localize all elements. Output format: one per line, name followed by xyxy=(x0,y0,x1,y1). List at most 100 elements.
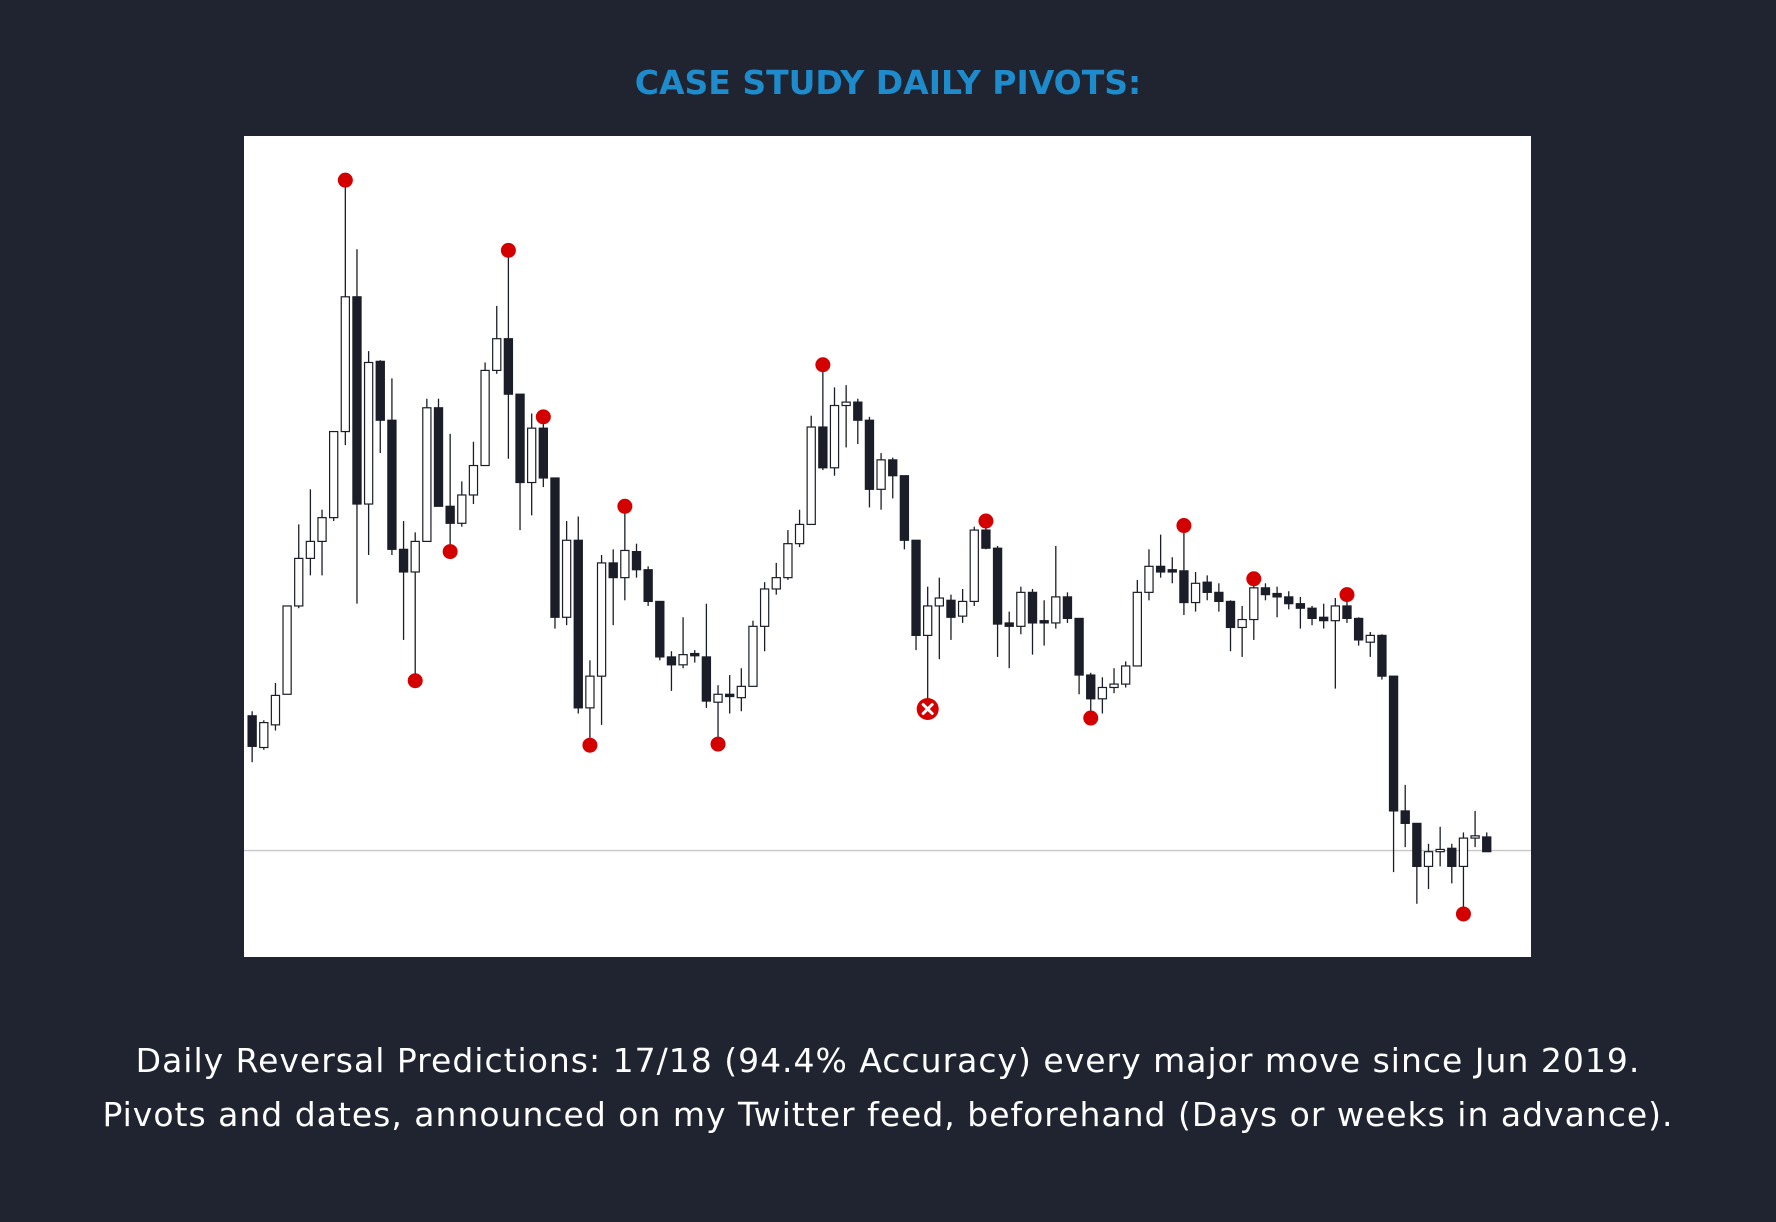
pivot-dot xyxy=(535,409,551,425)
candle-body xyxy=(678,654,688,666)
candle-body xyxy=(1027,591,1038,624)
pivot-dot xyxy=(710,736,726,752)
candle-body xyxy=(1295,603,1306,609)
candle-body xyxy=(934,597,945,607)
candle-body xyxy=(1190,582,1201,604)
candle-body xyxy=(690,652,700,657)
candle-body xyxy=(666,656,677,666)
candle-body xyxy=(701,656,712,702)
candle-body xyxy=(422,407,432,543)
pivot-dot xyxy=(978,513,994,529)
pivot-dot xyxy=(337,172,353,188)
candle-body xyxy=(1039,620,1049,624)
candle-body xyxy=(923,605,933,636)
candle-body xyxy=(1272,592,1282,598)
pivot-dot xyxy=(582,737,598,753)
candle-body xyxy=(1284,596,1294,605)
candle-body xyxy=(1062,596,1073,620)
pivot-dot xyxy=(617,498,633,514)
candle-body xyxy=(294,557,304,607)
pivot-dot xyxy=(1246,571,1262,587)
candle-body xyxy=(829,404,840,469)
candle-body xyxy=(1004,622,1014,627)
candle-body xyxy=(410,540,420,573)
candle-body xyxy=(317,517,327,543)
candle-body xyxy=(340,296,351,433)
candle-body xyxy=(480,369,490,467)
candle-body xyxy=(1132,591,1143,667)
candle-body xyxy=(1144,565,1154,593)
candle-body xyxy=(1249,587,1259,621)
plot xyxy=(244,172,1531,922)
candle-body xyxy=(1074,617,1084,676)
candle-body xyxy=(1435,848,1445,853)
candle-body xyxy=(608,562,618,579)
candle-body xyxy=(1097,686,1108,700)
pivot-dot xyxy=(815,357,831,373)
candle-body xyxy=(1179,570,1189,604)
candle-body xyxy=(631,550,642,571)
candle-body xyxy=(888,459,898,477)
candle-body xyxy=(1086,674,1096,700)
candle-body xyxy=(1412,822,1422,868)
candle-body xyxy=(538,427,549,479)
pivot-dot xyxy=(500,242,516,258)
candle-body xyxy=(1400,810,1410,824)
candle-body xyxy=(1155,565,1166,573)
candle-body xyxy=(457,494,467,524)
candle-body xyxy=(957,600,968,617)
candle-body xyxy=(387,419,397,550)
candle-body xyxy=(573,539,583,709)
candle-body xyxy=(1470,835,1480,839)
pivot-dot xyxy=(407,673,423,689)
caption: Pivots and dates, announced on my Twitte… xyxy=(102,1095,1673,1134)
missed-cross xyxy=(921,703,934,716)
candle-body xyxy=(1260,587,1271,596)
candle-body xyxy=(375,360,385,421)
candle-body xyxy=(270,694,281,726)
candle-body xyxy=(433,407,444,507)
candle-body xyxy=(736,685,747,699)
candle-body xyxy=(1214,591,1224,603)
candle-body xyxy=(1458,837,1469,868)
candle-body xyxy=(713,693,723,703)
candle-body xyxy=(876,459,886,490)
candle-body xyxy=(596,562,607,677)
candle-body xyxy=(1342,605,1352,620)
candle-body xyxy=(911,539,921,636)
candle-body xyxy=(1482,836,1492,853)
candle-body xyxy=(1225,600,1236,629)
candle-body xyxy=(841,401,851,407)
candle-body xyxy=(305,540,316,559)
pivot-dot xyxy=(442,544,458,560)
candle-body xyxy=(771,577,781,590)
candle-body xyxy=(247,715,257,747)
candle-body xyxy=(503,338,514,395)
candle-body xyxy=(783,543,793,579)
candle-body xyxy=(759,588,770,627)
candle-body xyxy=(1202,581,1212,593)
candle-body xyxy=(725,693,735,698)
candle-body xyxy=(492,338,502,372)
candle-body xyxy=(748,625,758,687)
candle-body xyxy=(620,549,630,579)
candle-body xyxy=(1109,683,1119,689)
candle-body xyxy=(1016,591,1026,627)
candle-body xyxy=(806,426,816,526)
caption: Daily Reversal Predictions: 17/18 (94.4%… xyxy=(136,1041,1641,1080)
candle-body xyxy=(899,475,910,541)
pivot-dot xyxy=(1176,518,1192,534)
candle-body xyxy=(1423,851,1434,868)
chart-title: CASE STUDY DAILY PIVOTS: xyxy=(635,63,1141,102)
candle-body xyxy=(1307,607,1317,620)
candle-body xyxy=(1121,665,1131,685)
candle-body xyxy=(363,361,374,505)
candle-body xyxy=(527,427,537,484)
candle-body xyxy=(352,296,362,505)
candle-body xyxy=(1388,675,1399,812)
candle-body xyxy=(585,675,595,709)
candle-body xyxy=(946,599,956,618)
candle-body xyxy=(794,523,805,545)
